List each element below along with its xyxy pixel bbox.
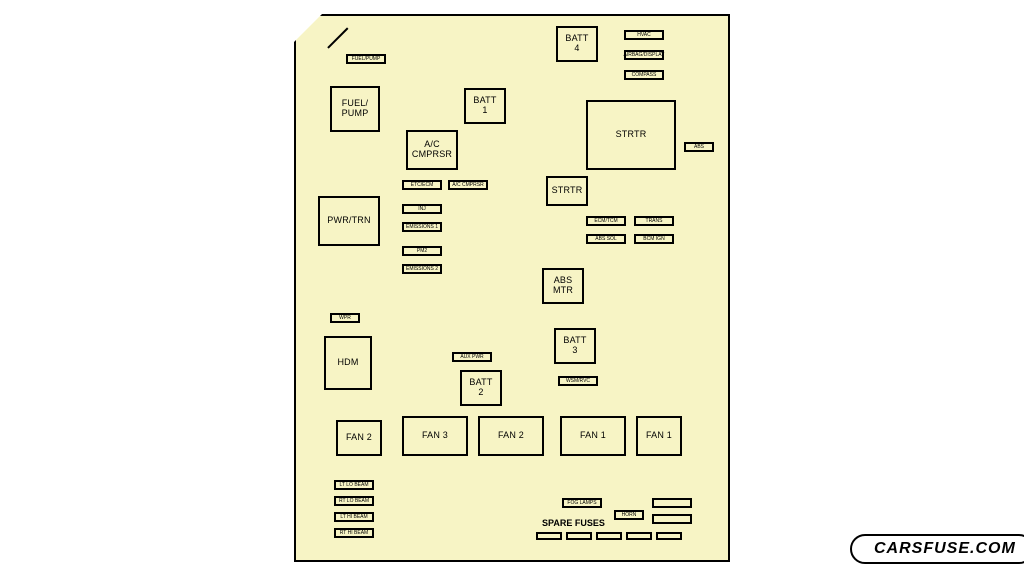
mini-m_emis2: EMISSIONS 2 — [402, 264, 442, 274]
mini-m_blank2 — [652, 514, 692, 524]
fuse-fan2b: FAN 2 — [478, 416, 544, 456]
mini-m_fuelpump: FUEL/PUMP — [346, 54, 386, 64]
fuse-batt3: BATT 3 — [554, 328, 596, 364]
spare-slot-2 — [596, 532, 622, 540]
spare-slot-0 — [536, 532, 562, 540]
mini-m_emis1: EMISSIONS 1 — [402, 222, 442, 232]
mini-m_lthi: LT HI BEAM — [334, 512, 374, 522]
mini-m_airbag: AIRBAG/DISPLAY — [624, 50, 664, 60]
fuse-fan3: FAN 3 — [402, 416, 468, 456]
mini-m_horn: HORN — [614, 510, 644, 520]
mini-m_ltlo: LT LO BEAM — [334, 480, 374, 490]
mini-m_bcmign: BCM IGN — [634, 234, 674, 244]
mini-m_inj: INJ — [402, 204, 442, 214]
fuse-fan1a: FAN 1 — [560, 416, 626, 456]
mini-m_accmp2: A/C CMPRSR — [448, 180, 488, 190]
mini-m_trans: TRANS — [634, 216, 674, 226]
fuse-strtr_lg: STRTR — [586, 100, 676, 170]
fuse-fuelpump: FUEL/ PUMP — [330, 86, 380, 132]
fuse-fan1b: FAN 1 — [636, 416, 682, 456]
spare-slot-3 — [626, 532, 652, 540]
fuse-batt2: BATT 2 — [460, 370, 502, 406]
mini-m_rtlo: RT LO BEAM — [334, 496, 374, 506]
fuse-batt1: BATT 1 — [464, 88, 506, 124]
spare-fuses-label: SPARE FUSES — [542, 518, 605, 528]
fuse-strtr_sm: STRTR — [546, 176, 588, 206]
mini-m_ecmtcm: ECM/TCM — [586, 216, 626, 226]
mini-m_abs: ABS — [684, 142, 714, 152]
spare-slot-1 — [566, 532, 592, 540]
fuse-pwrtrn: PWR/TRN — [318, 196, 380, 246]
mini-m_wsmrvc: WSM/RVC — [558, 376, 598, 386]
mini-m_blank1 — [652, 498, 692, 508]
mini-m_compass: COMPASS — [624, 70, 664, 80]
mini-m_pm2: PM2 — [402, 246, 442, 256]
fuse-absmtr: ABS MTR — [542, 268, 584, 304]
mini-m_wpr: WPR — [330, 313, 360, 323]
fuse-hdm: HDM — [324, 336, 372, 390]
fuse-batt4: BATT 4 — [556, 26, 598, 62]
fuse-accmprsr: A/C CMPRSR — [406, 130, 458, 170]
mini-m_foglamp: FOG LAMPS — [562, 498, 602, 508]
mini-m_hvac: HVAC — [624, 30, 664, 40]
mini-m_auxpwr: AUX PWR — [452, 352, 492, 362]
watermark-logo: CARSFUSE.COM — [850, 534, 1024, 564]
mini-m_rthi: RT HI BEAM — [334, 528, 374, 538]
mini-m_abssol: ABS SOL — [586, 234, 626, 244]
fuse-fan2a: FAN 2 — [336, 420, 382, 456]
spare-slot-4 — [656, 532, 682, 540]
mini-m_etcecm: ETC/ECM — [402, 180, 442, 190]
